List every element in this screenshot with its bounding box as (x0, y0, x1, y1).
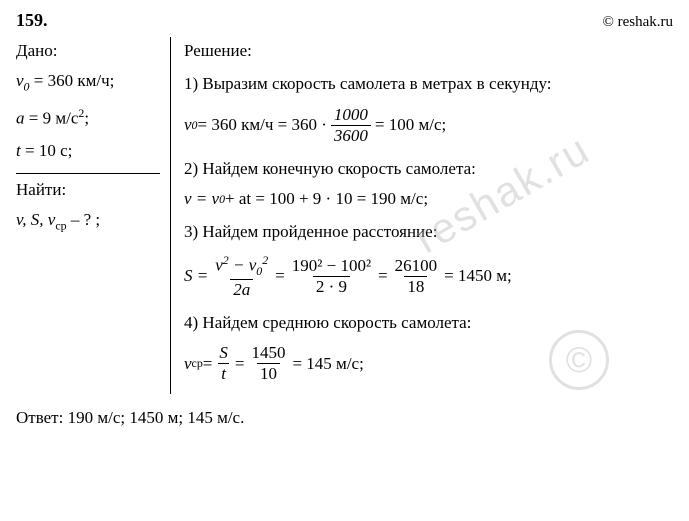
find-sub: ср (55, 218, 66, 232)
step1-text: 1) Выразим скорость самолета в метрах в … (184, 71, 673, 97)
header: 159. © reshak.ru (16, 10, 673, 31)
s4-mid: = (235, 354, 245, 374)
s4-frac1: S t (216, 343, 231, 384)
s3-eq2: = (378, 266, 388, 286)
vertical-divider (170, 37, 171, 394)
given-divider (16, 173, 160, 174)
t-val: = 10 с; (21, 141, 73, 160)
s4-frac2-num: 1450 (248, 343, 288, 363)
v0-var: v (16, 71, 24, 90)
s4-sub: ср (192, 356, 203, 371)
find-label: Найти: (16, 180, 160, 200)
s2-lhs: v = v (184, 189, 219, 209)
s3-frac2-den: 2 · 9 (313, 276, 350, 297)
find-end: – ? ; (67, 210, 101, 229)
given-a: a = 9 м/с2; (16, 106, 160, 129)
s4-frac2: 1450 10 (248, 343, 288, 384)
s4-frac1-den: t (218, 363, 229, 384)
site-credit: © reshak.ru (602, 14, 673, 31)
s1-lhs: v (184, 115, 192, 135)
s1-num: 1000 (331, 105, 371, 125)
s3-lhs: S = (184, 266, 208, 286)
s3-frac1-num: v2 − v02 (212, 253, 271, 279)
a-val: = 9 м/с (25, 109, 79, 128)
step4-text: 4) Найдем среднюю скорость самолета: (184, 310, 673, 336)
s4-end: = 145 м/с; (292, 354, 363, 374)
s3-frac3: 26100 18 (392, 256, 441, 297)
s3n-a: v (215, 255, 223, 274)
solution-label: Решение: (184, 41, 673, 61)
given-label: Дано: (16, 41, 160, 61)
s4-lhs: v (184, 354, 192, 374)
s1-end: = 100 м/с; (375, 115, 446, 135)
a-var: a (16, 109, 25, 128)
find-list: v, S, v (16, 210, 55, 229)
step2-formula: v = v0 + at = 100 + 9 · 10 = 190 м/с; (184, 189, 673, 209)
s1-den: 3600 (331, 125, 371, 146)
s3-frac3-den: 18 (404, 276, 427, 297)
s4-frac2-den: 10 (257, 363, 280, 384)
s3-frac1: v2 − v02 2a (212, 253, 271, 300)
s2-end: + at = 100 + 9 · 10 = 190 м/с; (225, 189, 428, 209)
answer-text: 190 м/с; 1450 м; 145 м/с. (68, 408, 245, 427)
find-vars: v, S, vср – ? ; (16, 210, 160, 233)
s4-frac1-num: S (216, 343, 231, 363)
step4-formula: vср = S t = 1450 10 = 145 м/с; (184, 343, 673, 384)
step3-formula: S = v2 − v02 2a = 190² − 100² 2 · 9 = 26… (184, 253, 673, 300)
s3-end: = 1450 м; (444, 266, 512, 286)
s3-eq1: = (275, 266, 285, 286)
answer-label: Ответ: (16, 408, 68, 427)
solution-column: Решение: 1) Выразим скорость самолета в … (170, 37, 673, 394)
a-end: ; (84, 109, 89, 128)
given-t: t = 10 с; (16, 141, 160, 161)
content: Дано: v0 = 360 км/ч; a = 9 м/с2; t = 10 … (16, 37, 673, 394)
s4-eq: = (203, 354, 213, 374)
s3-frac3-num: 26100 (392, 256, 441, 276)
s3n-s2: 2 (262, 253, 268, 267)
step2-text: 2) Найдем конечную скорость самолета: (184, 156, 673, 182)
given-v0: v0 = 360 км/ч; (16, 71, 160, 94)
answer-line: Ответ: 190 м/с; 1450 м; 145 м/с. (16, 408, 673, 428)
s1-mid: = 360 км/ч = 360 · (198, 115, 327, 135)
problem-number: 159. (16, 10, 48, 31)
s1-frac: 1000 3600 (331, 105, 371, 146)
s3-frac2-num: 190² − 100² (289, 256, 374, 276)
s3-frac2: 190² − 100² 2 · 9 (289, 256, 374, 297)
s3n-b: − v (229, 255, 257, 274)
step1-formula: v0 = 360 км/ч = 360 · 1000 3600 = 100 м/… (184, 105, 673, 146)
step3-text: 3) Найдем пройденное расстояние: (184, 219, 673, 245)
given-column: Дано: v0 = 360 км/ч; a = 9 м/с2; t = 10 … (16, 37, 170, 394)
s3-frac1-den: 2a (230, 279, 253, 300)
v0-val: = 360 км/ч; (30, 71, 115, 90)
